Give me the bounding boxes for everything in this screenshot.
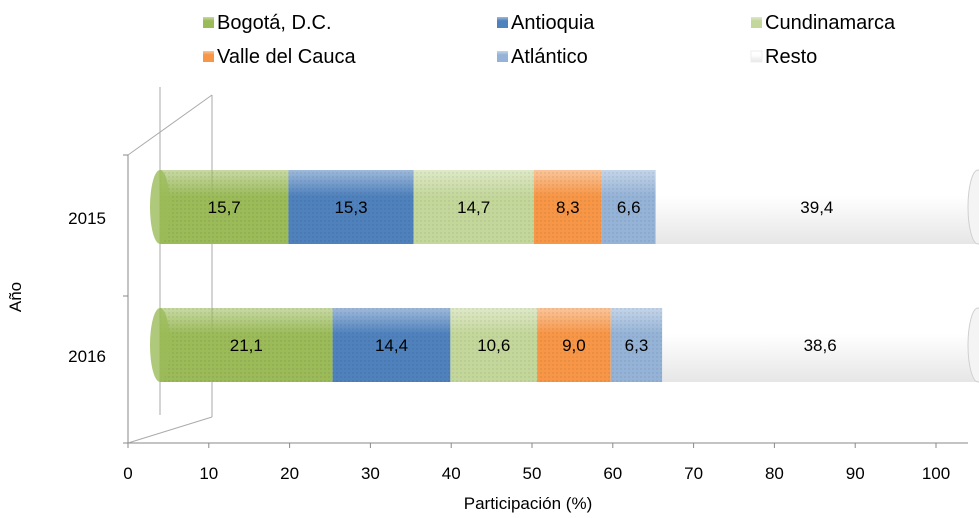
legend-swatch bbox=[751, 17, 762, 28]
bar-texture bbox=[160, 308, 333, 382]
legend-label: Atlántico bbox=[511, 46, 588, 68]
x-tick-label: 90 bbox=[846, 464, 865, 483]
bar-texture bbox=[332, 308, 451, 382]
legend-item-antioquia: Antioquia bbox=[497, 12, 595, 34]
data-label-bogota-d-c-2015: 15,7 bbox=[208, 198, 241, 217]
data-label-cundinamarca-2015: 14,7 bbox=[457, 198, 490, 217]
x-tick-label: 20 bbox=[280, 464, 299, 483]
y-axis: 2015 2016 bbox=[68, 154, 128, 444]
legend-item-bogota-d-c: Bogotá, D.C. bbox=[203, 12, 332, 34]
legend-label: Resto bbox=[765, 46, 817, 68]
x-tick-label: 30 bbox=[361, 464, 380, 483]
bar-texture bbox=[655, 170, 978, 244]
data-label-resto-2015: 39,4 bbox=[800, 198, 833, 217]
bar-texture bbox=[160, 170, 289, 244]
x-tick-label: 40 bbox=[442, 464, 461, 483]
bars: 15,7 15,3 14,7 8,3 6,6 39,4 21,1 14,4 10,6 9,0 6,3… bbox=[150, 169, 979, 383]
y-axis-label: Año bbox=[6, 282, 25, 312]
legend-swatch bbox=[750, 50, 763, 63]
legend-item-valle-del-cauca: Valle del Cauca bbox=[203, 46, 356, 68]
legend-label: Bogotá, D.C. bbox=[217, 12, 332, 34]
y-tick-label: 2016 bbox=[68, 347, 106, 366]
data-label-atlantico-2016: 6,3 bbox=[625, 336, 649, 355]
bar-left-cap bbox=[150, 308, 170, 382]
bar-right-cap bbox=[967, 169, 979, 245]
data-label-cundinamarca-2016: 10,6 bbox=[477, 336, 510, 355]
bar-texture bbox=[601, 170, 656, 244]
bar-right-cap bbox=[967, 307, 979, 383]
x-tick-label: 50 bbox=[523, 464, 542, 483]
data-label-bogota-d-c-2016: 21,1 bbox=[230, 336, 263, 355]
x-tick-label: 60 bbox=[603, 464, 622, 483]
legend-label: Valle del Cauca bbox=[217, 46, 356, 68]
legend-item-atlantico: Atlántico bbox=[497, 46, 588, 68]
data-label-valle-del-cauca-2016: 9,0 bbox=[562, 336, 586, 355]
bar-left-cap bbox=[150, 170, 170, 244]
x-axis-label: Participación (%) bbox=[464, 494, 593, 513]
legend-label: Antioquia bbox=[511, 12, 595, 34]
legend-swatch bbox=[497, 17, 508, 28]
legend: Bogotá, D.C. Antioquia Cundinamarca Valle d… bbox=[203, 12, 896, 68]
legend-label: Cundinamarca bbox=[765, 12, 896, 34]
chart-walls bbox=[127, 87, 968, 444]
legend-item-cundinamarca: Cundinamarca bbox=[751, 12, 896, 34]
bar-texture bbox=[413, 170, 534, 244]
bar-texture bbox=[533, 170, 602, 244]
y-tick-label: 2015 bbox=[68, 209, 106, 228]
legend-swatch bbox=[203, 51, 214, 62]
bar-texture bbox=[537, 308, 611, 382]
x-axis: 0 10 20 30 40 50 60 70 80 90 100 bbox=[123, 443, 950, 483]
x-tick-label: 10 bbox=[199, 464, 218, 483]
legend-item-resto: Resto bbox=[750, 46, 817, 68]
legend-swatch bbox=[203, 17, 214, 28]
data-label-atlantico-2015: 6,6 bbox=[617, 198, 641, 217]
bar-texture bbox=[288, 170, 414, 244]
legend-swatch bbox=[497, 51, 508, 62]
bar-texture bbox=[450, 308, 538, 382]
bar-texture bbox=[662, 308, 978, 382]
bar-texture bbox=[610, 308, 663, 382]
x-tick-label: 100 bbox=[922, 464, 950, 483]
data-label-antioquia-2015: 15,3 bbox=[334, 198, 367, 217]
data-label-resto-2016: 38,6 bbox=[804, 336, 837, 355]
x-tick-label: 80 bbox=[765, 464, 784, 483]
x-tick-label: 70 bbox=[684, 464, 703, 483]
data-label-valle-del-cauca-2015: 8,3 bbox=[556, 198, 580, 217]
data-label-antioquia-2016: 14,4 bbox=[375, 336, 408, 355]
x-tick-label: 0 bbox=[123, 464, 132, 483]
